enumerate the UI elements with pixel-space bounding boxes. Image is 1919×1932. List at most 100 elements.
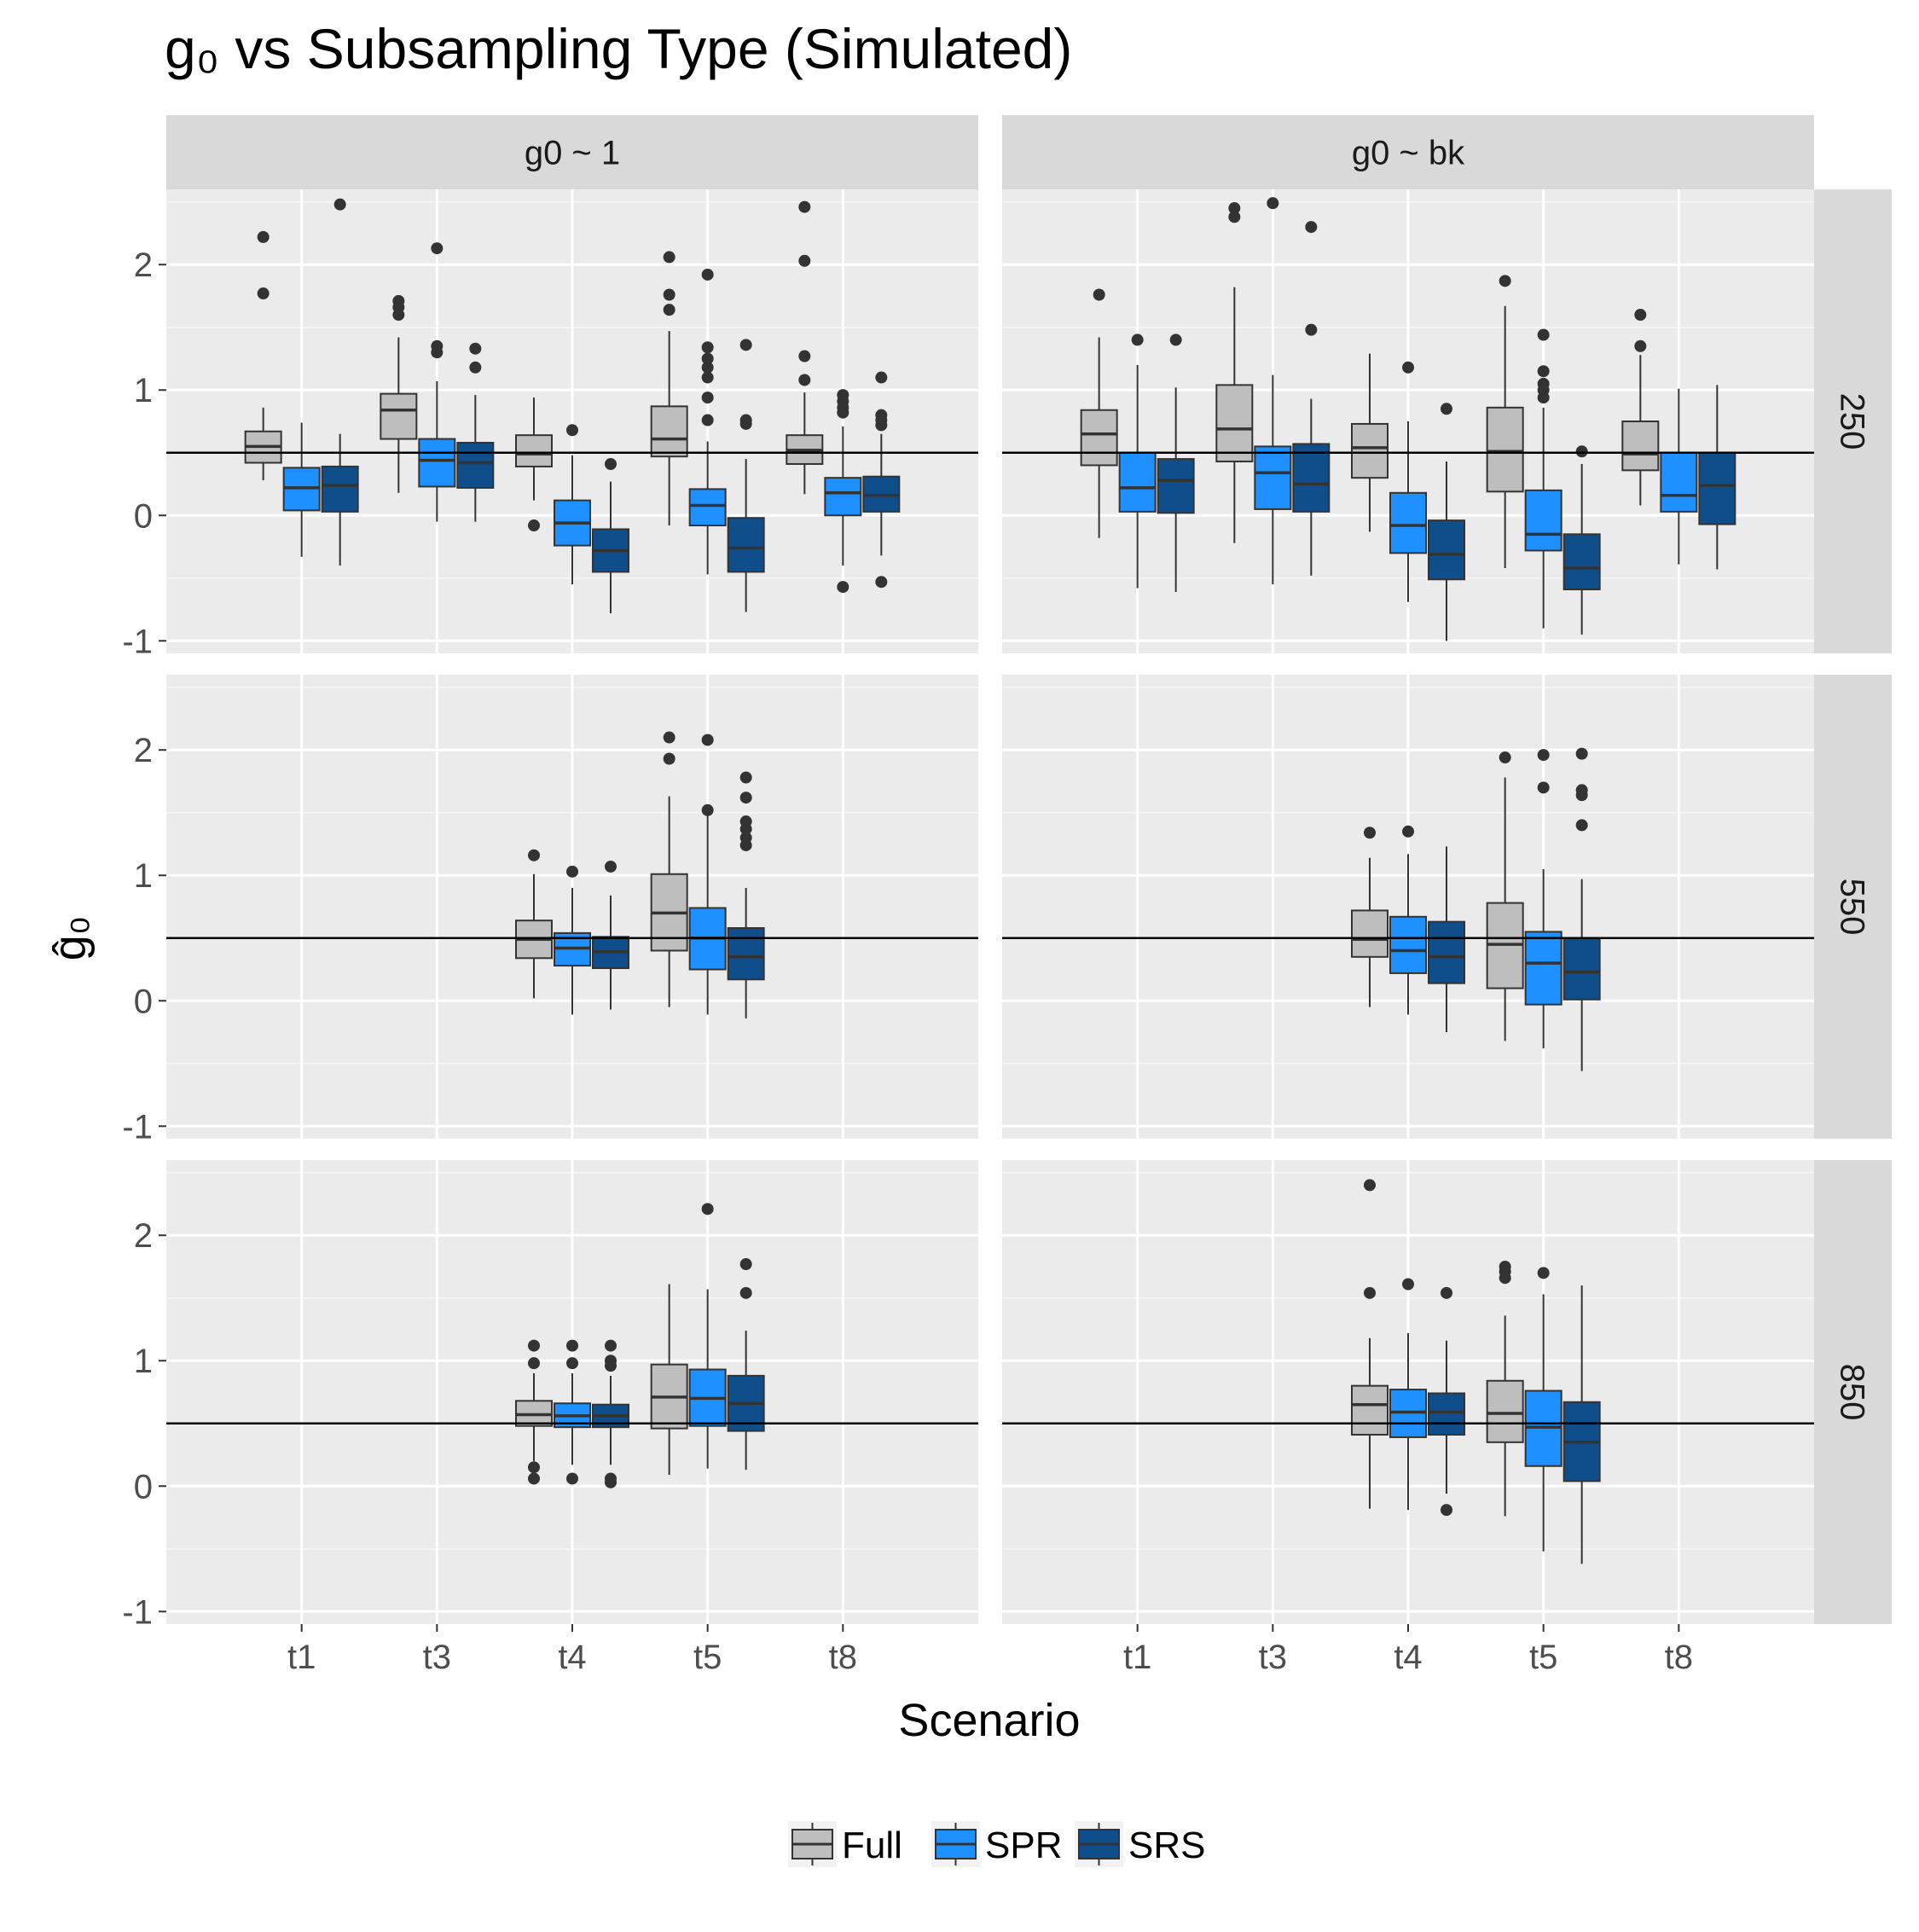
box-t5-full [650,1284,688,1476]
box-t1-spr [282,422,321,557]
box-t4-full [515,1339,553,1485]
box-iqr [1389,915,1427,974]
outlier-point [469,342,482,355]
box-t5-srs [1562,1285,1601,1564]
box-t5-full [1486,751,1524,1041]
box-t3-spr [1254,197,1292,585]
outlier-point [701,361,714,374]
outlier-point [1634,339,1647,352]
box-t5-full [1486,275,1524,569]
outlier-point [701,341,714,354]
box-iqr [1428,920,1465,984]
box-iqr [1698,451,1736,525]
box-t4-srs [1428,846,1465,1033]
x-tick-label: t5 [1529,1639,1557,1676]
box-iqr [1118,451,1157,513]
outlier-point [701,371,714,384]
outlier-point [837,406,849,419]
outlier-point [528,1461,540,1474]
box-iqr [824,477,862,517]
box-iqr [1080,409,1118,467]
box-t5-spr [688,268,727,575]
outlier-point [528,519,540,532]
outlier-point [1537,749,1550,762]
outlier-point [1575,819,1588,832]
y-tick-label: 1 [134,372,153,409]
y-tick-label: 1 [134,1343,153,1380]
facet-strip-label: g0 ~ bk [1352,135,1465,172]
legend-item-full: Full [788,1821,902,1867]
box-t5-srs [727,771,765,1018]
outlier-point [566,1357,578,1370]
outlier-point [739,339,752,351]
outlier-point [431,346,444,359]
facet-strip-row-550 [1814,675,1892,1139]
x-tick-label: t1 [287,1639,316,1676]
outlier-point [701,804,714,816]
box-t4-srs [1428,1286,1465,1517]
outlier-point [1575,747,1588,760]
box-iqr [727,517,765,573]
box-t4-full [515,397,553,532]
x-tick-label: t4 [558,1639,586,1676]
outlier-point [798,254,811,267]
box-t8-full [1621,309,1660,506]
box-iqr [1524,931,1562,1006]
y-tick-label: -1 [122,623,153,660]
chart-title: g₀ vs Subsampling Type (Simulated) [165,17,1072,80]
outlier-point [469,361,482,374]
outlier-point [701,268,714,281]
box-iqr [1157,458,1195,514]
box-iqr [1351,909,1389,958]
box-iqr [650,405,688,458]
box-t5-full [650,251,688,526]
outlier-point [1364,827,1376,839]
outlier-point [605,1476,617,1488]
box-t8-spr [824,389,862,594]
outlier-point [333,198,346,211]
box-t3-srs [456,342,495,522]
box-t4-spr [1389,361,1427,602]
outlier-point [566,424,578,437]
box-t8-full [786,200,824,495]
legend-item-spr: SPR [931,1821,1062,1867]
box-iqr [1254,445,1292,510]
facet-strip-label: 850 [1834,1364,1871,1421]
outlier-point [875,576,888,589]
box-t5-spr [1524,749,1562,1049]
box-t3-full [380,294,418,493]
outlier-point [701,1203,714,1215]
outlier-point [739,771,752,784]
x-tick-label: t5 [693,1639,722,1676]
facet-strip-g0-bk [1002,115,1814,189]
outlier-point [1634,309,1647,322]
outlier-point [837,581,849,594]
outlier-point [739,838,752,851]
box-t4-full [1351,827,1389,1007]
box-t3-full [1215,202,1254,543]
outlier-point [1499,275,1511,287]
outlier-point [1537,365,1550,378]
facet-panels: g0 ~ 1 g0 ~ bk 250 550 850 -1 0 1 2 -1 0 1 2 -1 0 1 2 t1 t… [122,115,1892,1676]
x-tick-label: t4 [1394,1639,1422,1676]
box-iqr [1292,443,1331,513]
box-iqr [1428,1392,1465,1436]
outlier-point [875,371,888,384]
y-axis-title: ĝ₀ [44,916,96,960]
box-t4-full [1351,353,1389,532]
box-iqr [688,488,727,527]
box-iqr [1486,406,1524,493]
x-tick-label: t8 [1665,1639,1693,1676]
box-iqr [1428,519,1465,581]
outlier-point [605,457,617,470]
box-t4-full [515,849,553,999]
box-t5-full [1486,1260,1524,1517]
outlier-point [739,822,752,835]
box-iqr [1524,489,1562,552]
outlier-point [663,731,675,744]
box-t5-srs [727,339,765,612]
outlier-point [1364,1286,1376,1299]
y-tick-label: 0 [134,497,153,535]
facet-strip-row-850 [1814,1160,1892,1624]
outlier-point [1402,825,1414,838]
